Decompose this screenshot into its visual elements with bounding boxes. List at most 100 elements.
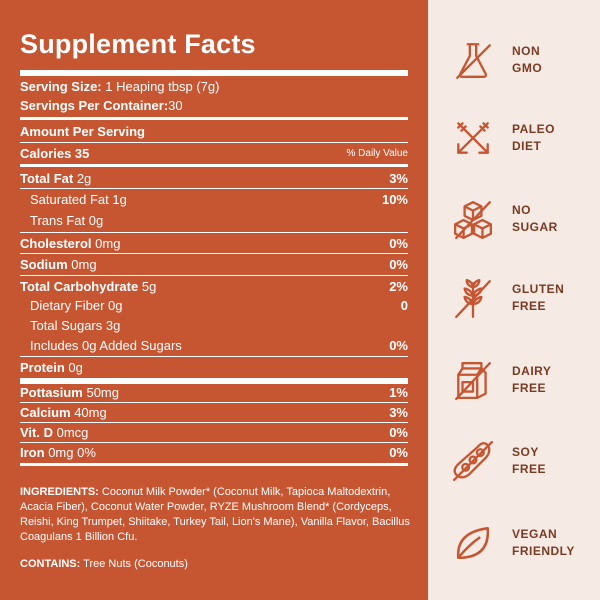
serving-size-label: Serving Size: <box>20 79 102 94</box>
milk-carton-crossed-icon <box>455 362 491 401</box>
divider <box>20 356 408 357</box>
nutrient-amount: 0mcg <box>56 425 89 440</box>
nutrient-row: Dietary Fiber 0g 0 <box>20 297 408 315</box>
nutrient-amount: 0g <box>88 213 104 228</box>
servings-value: 30 <box>168 98 183 113</box>
nutrient-dv: 0% <box>389 236 408 251</box>
soybean-crossed-icon <box>452 440 494 482</box>
divider <box>20 442 408 443</box>
nutrient-dv: 3% <box>389 405 408 420</box>
badge-dairy-free: DAIRY FREE <box>452 355 592 405</box>
ingredients-label: INGREDIENTS: <box>20 486 99 498</box>
nutrient-dv: 0% <box>389 425 408 440</box>
calories-line: Calories 35 % Daily Value <box>20 145 408 163</box>
badge-vegan-friendly: VEGAN FRIENDLY <box>452 518 592 568</box>
badge-label: NON <box>512 44 541 58</box>
nutrient-row: Saturated Fat 1g 10% <box>20 191 408 209</box>
contains-text: Tree Nuts (Coconuts) <box>83 558 188 570</box>
wheat-crossed-icon <box>455 278 491 319</box>
nutrient-row: Iron 0mg 0% 0% <box>20 444 408 462</box>
badge-label: GLUTEN <box>512 282 565 296</box>
nutrient-name: Cholesterol <box>20 236 92 251</box>
nutrient-dv: 0 <box>400 298 408 313</box>
nutrient-amount: 2g <box>76 171 92 186</box>
divider <box>20 188 408 189</box>
nutrient-amount: 0g Added Sugars <box>82 338 182 353</box>
nutrient-dv: 3% <box>389 171 408 186</box>
badge-label: FRIENDLY <box>512 544 575 558</box>
nutrient-row: Trans Fat 0g <box>20 212 408 230</box>
contains: CONTAINS: Tree Nuts (Coconuts) <box>20 557 412 572</box>
divider <box>20 378 408 384</box>
nutrient-name: Total Carbohydrate <box>20 279 139 294</box>
nutrient-dv: 0% <box>389 445 408 460</box>
panel-title: Supplement Facts <box>20 29 256 59</box>
nutrient-amount: 1g <box>112 192 127 207</box>
divider <box>20 275 408 276</box>
ingredients-text: Coconut Milk Powder* (Coconut Milk, Tapi… <box>20 486 410 543</box>
nutrient-name: Dietary Fiber <box>30 298 105 313</box>
nutrient-row: Includes 0g Added Sugars 0% <box>20 337 408 355</box>
divider <box>20 422 408 423</box>
sugar-cubes-crossed-icon <box>453 201 493 240</box>
ingredients: INGREDIENTS: Coconut Milk Powder* (Cocon… <box>20 485 412 545</box>
nutrient-amount: 3g <box>105 318 121 333</box>
servings-label: Servings Per Container: <box>20 98 169 113</box>
divider <box>20 253 408 254</box>
nutrient-amount: 5g <box>141 279 157 294</box>
nutrient-amount: 50mg <box>86 385 119 400</box>
badge-non-gmo: NON GMO <box>452 35 592 85</box>
nutrient-row: Total Sugars 3g <box>20 317 408 335</box>
nutrient-row: Total Fat 2g 3% <box>20 170 408 188</box>
servings-per-container-line: Servings Per Container:30 <box>20 97 408 115</box>
nutrient-dv: 2% <box>389 279 408 294</box>
nutrient-amount: 0g <box>68 360 83 375</box>
nutrient-row: Vit. D 0mcg 0% <box>20 424 408 442</box>
nutrient-dv: 0% <box>389 338 408 353</box>
nutrient-dv: 0% <box>389 257 408 272</box>
serving-size-value: 1 Heaping tbsp (7g) <box>105 79 220 94</box>
nutrient-amount: 40mg <box>74 405 107 420</box>
badge-label: VEGAN <box>512 527 558 541</box>
badge-label: NO <box>512 203 531 217</box>
badge-label: DIET <box>512 139 542 153</box>
badge-label: GMO <box>512 61 543 75</box>
badge-soy-free: SOY FREE <box>452 436 592 486</box>
badge-no-sugar: NO SUGAR <box>452 194 592 244</box>
nutrient-amount: 0mg 0% <box>48 445 96 460</box>
nutrient-row: Sodium 0mg 0% <box>20 256 408 274</box>
nutrient-row: Cholesterol 0mg 0% <box>20 235 408 253</box>
divider <box>20 142 408 143</box>
badge-label: DAIRY <box>512 364 552 378</box>
nutrient-name: Calcium <box>20 405 71 420</box>
crossed-arrows-icon <box>457 122 489 154</box>
nutrient-name: Pottasium <box>20 385 83 400</box>
nutrient-name: Vit. D <box>20 425 53 440</box>
amount-per-serving-line: Amount Per Serving <box>20 123 408 141</box>
nutrient-name: Iron <box>20 445 45 460</box>
nutrient-amount: 0g <box>108 298 123 313</box>
nutrient-name: Sodium <box>20 257 68 272</box>
nutrient-amount: 0mg <box>71 257 97 272</box>
divider <box>20 463 408 466</box>
badge-label: PALEO <box>512 122 555 136</box>
divider <box>20 164 408 167</box>
badge-label: FREE <box>512 462 547 476</box>
badge-label: SOY <box>512 445 539 459</box>
supplement-facts-panel: Supplement Facts Serving Size: 1 Heaping… <box>0 0 428 600</box>
nutrient-dv: 1% <box>389 385 408 400</box>
nutrient-name: Trans Fat <box>30 213 86 228</box>
divider <box>20 117 408 120</box>
nutrient-dv: 10% <box>381 192 408 207</box>
badge-paleo-diet: PALEO DIET <box>452 113 592 163</box>
nutrient-row: Calcium 40mg 3% <box>20 404 408 422</box>
nutrient-amount: 0mg <box>95 236 121 251</box>
badge-label: FREE <box>512 381 547 395</box>
nutrient-row: Total Carbohydrate 5g 2% <box>20 278 408 296</box>
divider <box>20 402 408 403</box>
nutrient-name: Total Fat <box>20 171 74 186</box>
badge-label: FREE <box>512 299 547 313</box>
badge-label: SUGAR <box>512 220 558 234</box>
badge-gluten-free: GLUTEN FREE <box>452 273 592 323</box>
